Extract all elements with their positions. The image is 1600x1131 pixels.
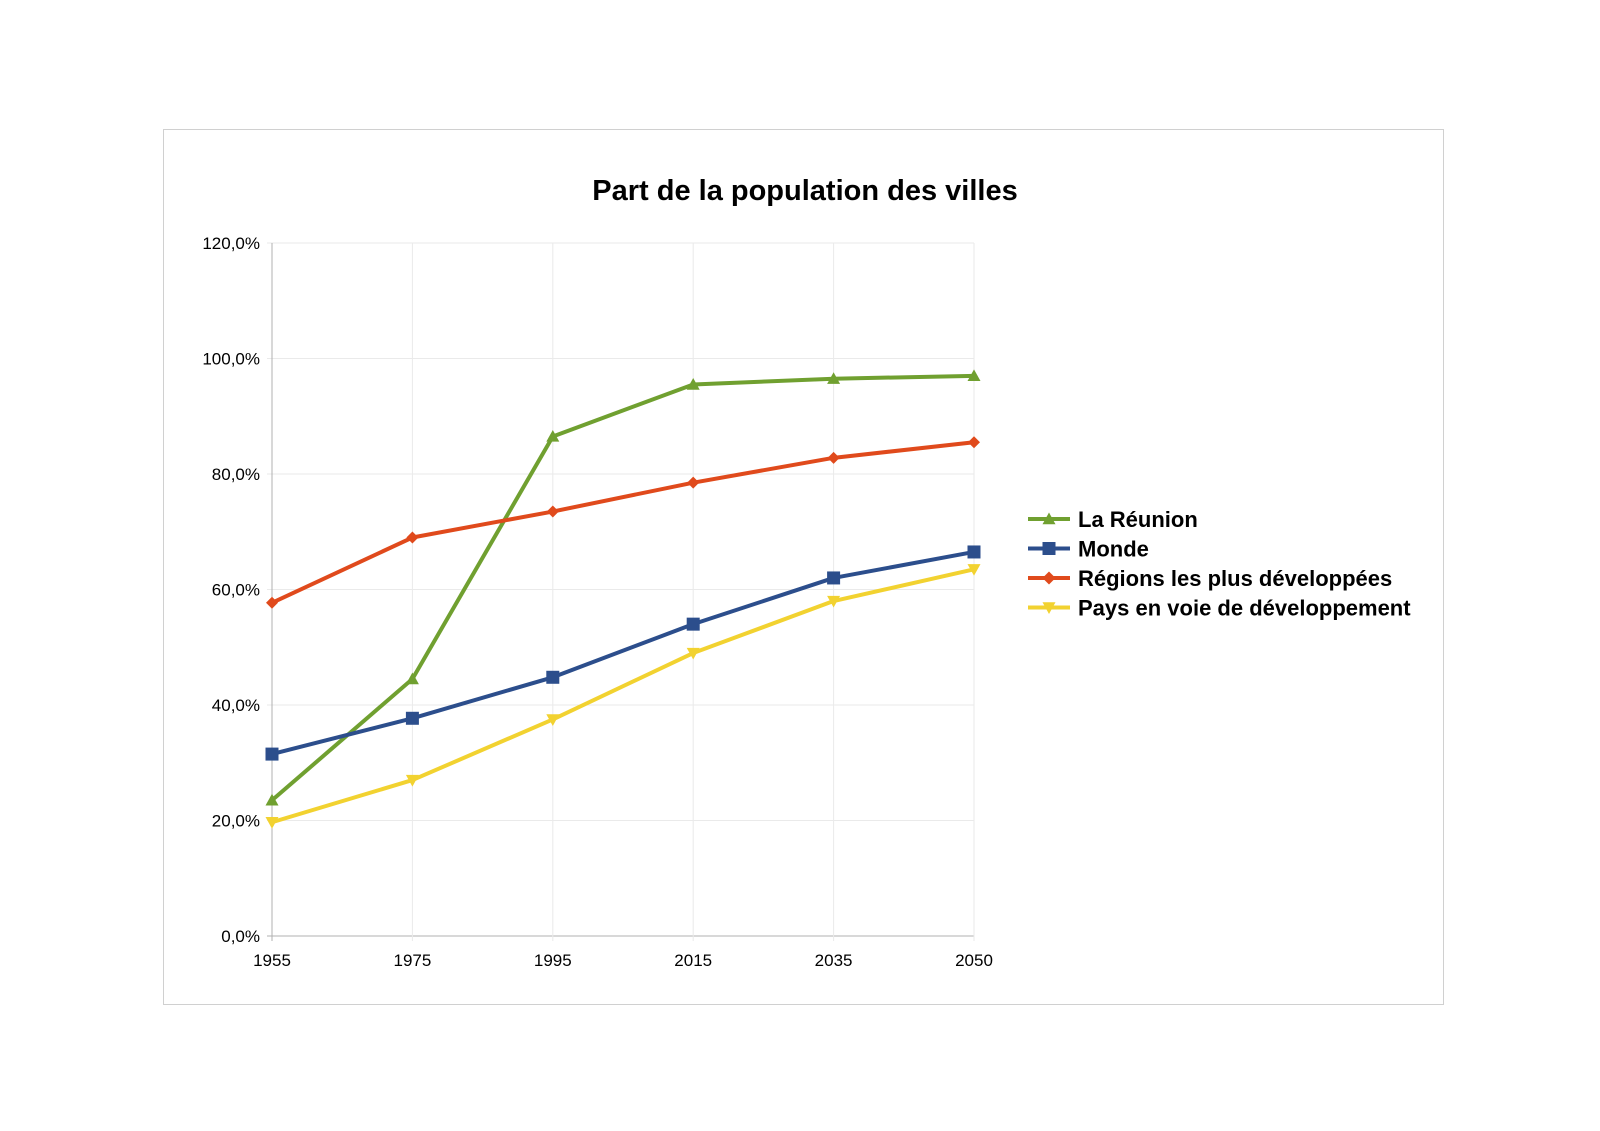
data-point	[265, 747, 279, 761]
data-point	[686, 647, 700, 660]
grid	[267, 242, 975, 941]
data-point	[546, 714, 560, 726]
data-point	[687, 476, 700, 489]
legend-item: Pays en voie de développement	[1028, 596, 1411, 621]
x-tick-label: 1955	[253, 951, 291, 970]
series-line	[270, 440, 976, 605]
legend-label: La Réunion	[1078, 507, 1198, 532]
y-tick-label: 60,0%	[212, 581, 260, 600]
data-point	[546, 670, 560, 684]
y-tick-label: 40,0%	[212, 696, 260, 715]
data-point	[967, 369, 981, 382]
y-tick-label: 100,0%	[202, 350, 260, 369]
series-monde	[265, 545, 981, 761]
legend-marker	[1042, 512, 1056, 525]
data-point	[967, 564, 981, 576]
legend-label: Pays en voie de développement	[1078, 596, 1411, 621]
y-tick-label: 80,0%	[212, 465, 260, 484]
y-tick-label: 20,0%	[212, 812, 260, 831]
x-tick-label: 1995	[534, 951, 572, 970]
data-point	[686, 377, 700, 390]
x-tick-label: 2035	[815, 951, 853, 970]
data-point	[546, 505, 559, 518]
data-point	[265, 793, 279, 806]
legend-item: La Réunion	[1028, 507, 1198, 532]
x-tick-label: 1975	[393, 951, 431, 970]
data-point	[405, 711, 419, 725]
data-point	[546, 429, 560, 442]
data-point	[827, 595, 841, 608]
legend-label: Monde	[1078, 537, 1149, 562]
series-line	[270, 567, 976, 825]
series-la-r-union	[265, 369, 981, 806]
legend-item: Régions les plus développées	[1028, 566, 1392, 591]
series-r-gions-les-plus-d-velopp-es	[266, 436, 980, 609]
chart-title: Part de la population des villes	[592, 175, 1017, 207]
data-point	[406, 531, 419, 544]
data-point	[266, 596, 278, 609]
series-line	[270, 549, 976, 757]
y-tick-label: 120,0%	[202, 234, 260, 253]
legend-label: Régions les plus développées	[1078, 566, 1392, 591]
data-point	[968, 436, 980, 449]
legend-item: Monde	[1028, 537, 1149, 562]
legend-marker	[1042, 571, 1056, 585]
y-tick-label: 0,0%	[221, 927, 260, 946]
data-point	[827, 372, 841, 384]
series-line	[270, 373, 976, 803]
data-point	[405, 672, 419, 685]
data-point	[827, 451, 840, 464]
legend-marker	[1042, 542, 1056, 555]
data-point	[967, 545, 981, 559]
data-point	[405, 774, 419, 787]
series-layer	[265, 369, 981, 829]
x-tick-label: 2015	[674, 951, 712, 970]
legend-marker	[1042, 602, 1056, 614]
data-point	[827, 571, 841, 585]
legend: La Réunion Monde Régions les plus développ…	[1028, 507, 1411, 621]
chart-frame	[163, 129, 1444, 1005]
x-tick-label: 2050	[955, 951, 993, 970]
axes: 0,0% 20,0% 40,0% 60,0% 80,0% 100,0% 120,0% 1955…	[202, 234, 993, 970]
data-point	[265, 817, 279, 829]
data-point	[686, 617, 700, 631]
series-pays-en-voie-de-d-veloppement	[265, 564, 981, 829]
